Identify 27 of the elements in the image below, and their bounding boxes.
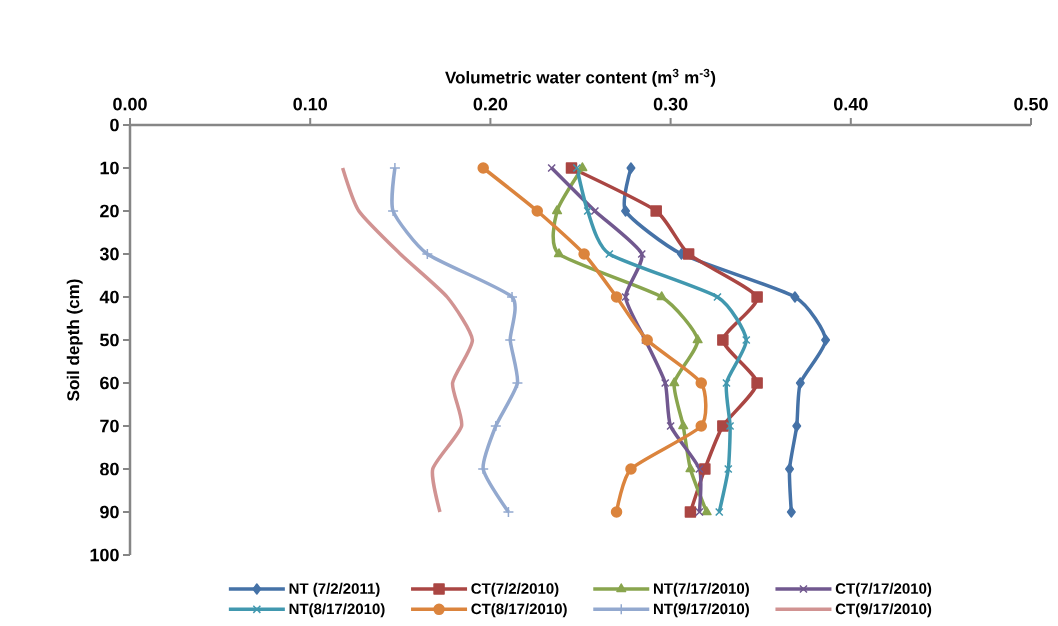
- legend-label: CT(8/17/2010): [471, 603, 567, 618]
- legend-label: NT(7/17/2010): [653, 582, 749, 597]
- legend-label: NT(8/17/2010): [289, 603, 385, 618]
- x-tick-label: 0.00: [113, 97, 147, 111]
- x-tick-label: 0.50: [1014, 97, 1048, 111]
- y-tick-label: 90: [100, 505, 119, 519]
- x-tick-label: 0.30: [653, 97, 688, 111]
- y-axis-title: Soil depth (cm): [66, 279, 83, 401]
- y-tick-label: 0: [110, 118, 119, 132]
- x-tick-label: 0.10: [293, 97, 327, 111]
- x-axis-title: Volumetric water content (m$^{3}$ m$^{-3}$): [445, 68, 716, 87]
- y-tick-label: 100: [90, 548, 119, 562]
- legend-label: NT(9/17/2010): [653, 603, 749, 618]
- x-tick-label: 0.40: [834, 97, 868, 111]
- y-tick-label: 50: [100, 333, 119, 347]
- legend-label: CT(7/17/2010): [835, 582, 932, 597]
- legend-label: CT(7/2/2010): [471, 582, 559, 597]
- legend-label: CT(9/17/2010): [835, 603, 932, 618]
- y-tick-label: 20: [100, 204, 119, 218]
- x-tick-label: 0.20: [473, 97, 508, 111]
- y-tick-label: 60: [100, 376, 119, 390]
- y-tick-label: 30: [99, 247, 119, 261]
- y-tick-label: 40: [99, 290, 119, 304]
- legend-label: NT (7/2/2011): [289, 582, 380, 597]
- y-tick-label: 80: [100, 462, 119, 476]
- y-tick-label: 70: [100, 419, 119, 433]
- y-tick-label: 10: [100, 161, 119, 175]
